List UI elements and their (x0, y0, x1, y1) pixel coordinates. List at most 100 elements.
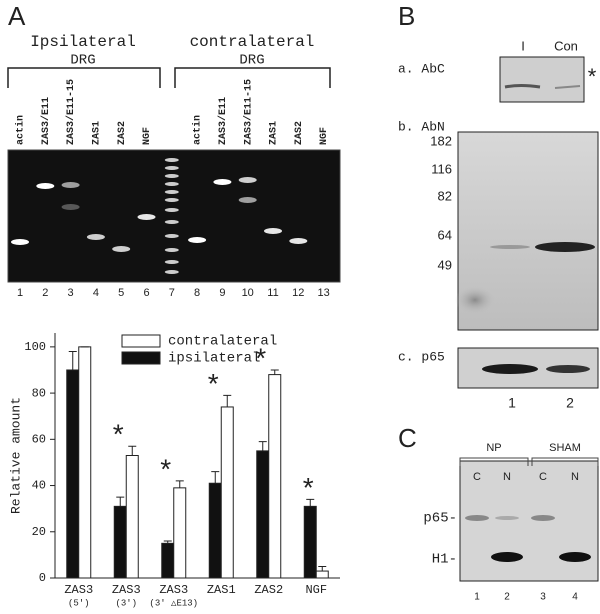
band (36, 183, 55, 189)
lane-number: 5 (118, 287, 124, 299)
band (490, 245, 530, 249)
error-bar (258, 441, 267, 451)
lane-label: C (473, 471, 481, 483)
lane-label: NGF (319, 127, 330, 145)
y-tick-label: 100 (24, 340, 46, 354)
band (491, 552, 523, 562)
mw-marker: 82 (438, 188, 452, 203)
x-tick-label: NGF (305, 583, 327, 597)
band (11, 239, 29, 245)
band-label: H1- (432, 552, 457, 568)
mw-marker: 182 (430, 133, 452, 148)
bar (315, 570, 329, 579)
lane-number: 8 (194, 287, 200, 299)
lane-label: N (571, 471, 579, 483)
group-label: NP (486, 442, 501, 454)
group-label: Ipsilateral (30, 33, 136, 51)
ladder-band (164, 158, 179, 162)
asterisk: * (208, 368, 219, 399)
bar (268, 374, 282, 579)
band (86, 234, 105, 240)
bracket (459, 457, 599, 466)
y-tick-label: 40 (32, 479, 46, 493)
mw-marker: 49 (438, 257, 452, 272)
lane-number: 3 (68, 287, 74, 299)
error-bar (116, 496, 125, 507)
ladder-band (164, 190, 179, 194)
lane-label: NGF (142, 127, 153, 145)
lane-label: ZAS2 (294, 121, 305, 145)
bar (78, 346, 92, 579)
ladder-band (164, 198, 179, 202)
asterisk: * (303, 472, 314, 503)
bar (220, 406, 234, 579)
panel-letter: A (8, 1, 26, 31)
band (238, 177, 257, 183)
lane-label: ZAS2 (117, 121, 128, 145)
lane-number: 3 (540, 592, 546, 603)
lane-number: 1 (17, 287, 23, 299)
lane-number: 4 (93, 287, 99, 299)
lane-number: 11 (267, 287, 278, 299)
band (112, 246, 131, 252)
asterisk: * (588, 64, 597, 89)
mw-marker: 64 (438, 227, 452, 242)
bar (256, 450, 270, 579)
legend-swatch (121, 351, 161, 365)
band (61, 204, 80, 210)
lane-label: ZAS3/E11 (40, 97, 52, 145)
group-sublabel: DRG (70, 53, 95, 69)
error-bar (270, 369, 279, 375)
lane-number: 13 (317, 287, 329, 299)
mw-marker: 116 (431, 161, 452, 176)
band (264, 228, 282, 234)
ladder-band (164, 260, 179, 264)
band (289, 238, 308, 244)
legend-swatch (121, 334, 161, 348)
band (495, 516, 519, 520)
bar (125, 455, 139, 579)
lane-label: actin (15, 115, 27, 145)
lane-number: 1 (508, 395, 516, 411)
error-bar (306, 498, 315, 507)
ladder-band (164, 174, 179, 178)
lane-number: 2 (42, 287, 48, 299)
lane-number: 12 (292, 287, 304, 299)
lane-number: 2 (566, 395, 574, 411)
band (465, 515, 489, 521)
subpanel-label: b. AbN (398, 119, 445, 134)
asterisk: * (160, 453, 171, 484)
lane-label: ZAS3/E11 (217, 97, 229, 145)
lane-number: 1 (474, 592, 480, 603)
error-bar (318, 565, 327, 572)
x-tick-label: ZAS3 (159, 583, 188, 597)
error-bar (128, 445, 137, 456)
lane-label: N (503, 471, 511, 483)
bar (303, 505, 317, 579)
band (482, 364, 538, 374)
bar (161, 542, 175, 579)
error-bar (223, 394, 232, 407)
x-tick-label: ZAS1 (207, 583, 236, 597)
band (531, 515, 555, 521)
group-label: contralateral (190, 33, 315, 51)
lane-label: C (539, 471, 547, 483)
bar (113, 505, 127, 579)
ladder-band (164, 248, 179, 252)
error-bar (68, 350, 77, 370)
band (213, 179, 232, 185)
band (61, 182, 80, 188)
y-tick-label: 60 (32, 432, 46, 446)
lane-label: I (521, 38, 525, 53)
lane-label: ZAS3/E11-15 (65, 79, 77, 145)
bar (208, 482, 222, 579)
x-tick-sublabel: (3′) (115, 598, 137, 608)
band (554, 85, 581, 89)
bar (66, 369, 80, 579)
lane-label: ZAS1 (269, 121, 280, 145)
lane-number: 9 (219, 287, 225, 299)
x-tick-label: ZAS3 (112, 583, 141, 597)
y-tick-label: 80 (32, 386, 46, 400)
panel-letter: B (398, 1, 415, 31)
ladder-band (164, 234, 179, 238)
